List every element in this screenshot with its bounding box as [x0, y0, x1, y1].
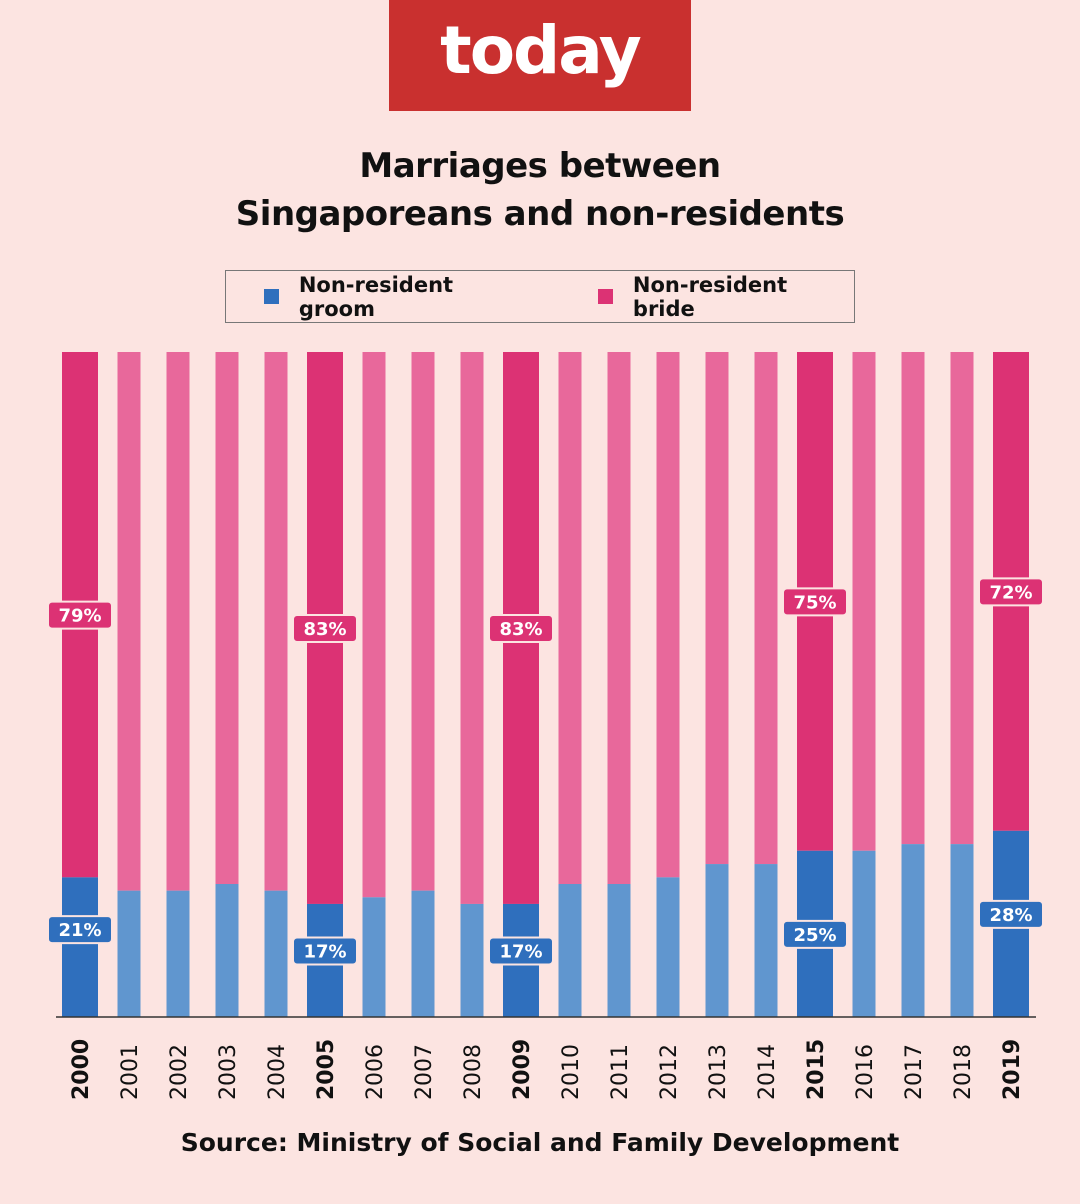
data-label-bg-groom-2015: [782, 919, 848, 949]
data-label-bride-2009: 83%: [499, 619, 542, 640]
x-tick-label: 2014: [755, 1044, 780, 1100]
x-tick-label: 2017: [902, 1044, 927, 1100]
bar-bride-2008: [460, 352, 484, 904]
bar-groom-2012: [656, 877, 680, 1017]
data-label-bg-groom-2009: [488, 936, 554, 966]
data-label-groom-2019: 28%: [989, 905, 1032, 926]
bar-groom-2016: [852, 850, 876, 1017]
bar-bride-2001: [117, 352, 141, 891]
bar-groom-2003: [215, 884, 239, 1017]
today-logo: today: [389, 0, 691, 111]
x-tick-label: 2013: [706, 1044, 731, 1100]
bar-bride-2014: [754, 352, 778, 865]
x-tick-label: 2018: [951, 1044, 976, 1100]
legend: Non-resident groom Non-resident bride: [225, 270, 855, 323]
bar-groom-2014: [754, 864, 778, 1017]
data-label-groom-2000: 21%: [58, 920, 101, 941]
chart-title: Marriages between Singaporeans and non-r…: [235, 146, 845, 234]
bar-bride-2007: [411, 352, 435, 891]
data-label-bg-bride-2000: [47, 600, 113, 630]
data-label-bg-bride-2009: [488, 613, 554, 643]
bar-bride-2017: [901, 352, 925, 845]
x-tick-label: 2010: [559, 1044, 584, 1100]
x-tick-label: 2002: [167, 1044, 192, 1100]
bar-groom-2018: [950, 844, 974, 1017]
bar-groom-2004: [264, 890, 288, 1017]
data-label-bride-2000: 79%: [58, 606, 101, 627]
bar-bride-2003: [215, 352, 239, 884]
data-label-bg-bride-2015: [782, 587, 848, 617]
data-label-bg-groom-2019: [978, 899, 1044, 929]
x-tick-label: 2004: [265, 1044, 290, 1100]
legend-groom: Non-resident groom: [264, 273, 534, 321]
legend-bride: Non-resident bride: [598, 273, 854, 321]
bar-bride-2016: [852, 352, 876, 851]
bar-bride-2010: [558, 352, 582, 884]
bar-bride-2002: [166, 352, 190, 891]
x-tick-label: 2016: [853, 1044, 878, 1100]
x-tick-label: 2011: [608, 1044, 633, 1100]
x-tick-label: 2019: [1000, 1039, 1025, 1100]
data-label-bg-groom-2000: [47, 915, 113, 945]
bar-chart: 2000 21% 79% 2001 2002 2003 2004 2005 17% 83% 2006…: [47, 352, 1044, 1100]
bar-groom-2013: [705, 864, 729, 1017]
x-tick-label: 2005: [314, 1039, 339, 1100]
data-label-groom-2015: 25%: [793, 925, 836, 946]
bar-bride-2004: [264, 352, 288, 891]
legend-swatch-groom: [264, 289, 279, 304]
bar-groom-2006: [362, 897, 386, 1017]
x-tick-label: 2003: [216, 1044, 241, 1100]
bar-groom-2011: [607, 884, 631, 1017]
x-tick-label: 2007: [412, 1044, 437, 1100]
data-label-bride-2005: 83%: [303, 619, 346, 640]
data-label-bg-bride-2019: [978, 577, 1044, 607]
bar-groom-2008: [460, 903, 484, 1017]
bar-bride-2011: [607, 352, 631, 884]
data-label-bg-groom-2005: [292, 936, 358, 966]
bar-bride-2012: [656, 352, 680, 878]
bar-groom-2002: [166, 890, 190, 1017]
data-label-groom-2009: 17%: [499, 941, 542, 962]
bar-groom-2010: [558, 884, 582, 1017]
data-label-bride-2019: 72%: [989, 582, 1032, 603]
bar-bride-2018: [950, 352, 974, 845]
bar-bride-2013: [705, 352, 729, 865]
x-tick-label: 2009: [510, 1039, 535, 1100]
x-tick-label: 2015: [804, 1039, 829, 1100]
data-label-bg-bride-2005: [292, 613, 358, 643]
bar-groom-2017: [901, 844, 925, 1017]
data-label-groom-2005: 17%: [303, 941, 346, 962]
legend-swatch-bride: [598, 289, 613, 304]
bar-groom-2001: [117, 890, 141, 1017]
bar-groom-2000: [62, 877, 98, 1017]
x-tick-label: 2008: [461, 1044, 486, 1100]
data-label-bride-2015: 75%: [793, 592, 836, 613]
x-tick-label: 2001: [118, 1044, 143, 1100]
x-tick-label: 2012: [657, 1044, 682, 1100]
bar-groom-2007: [411, 890, 435, 1017]
source-note: Source: Ministry of Social and Family De…: [180, 1128, 900, 1157]
x-tick-label: 2006: [363, 1044, 388, 1100]
x-tick-label: 2000: [69, 1039, 94, 1100]
bar-bride-2006: [362, 352, 386, 898]
